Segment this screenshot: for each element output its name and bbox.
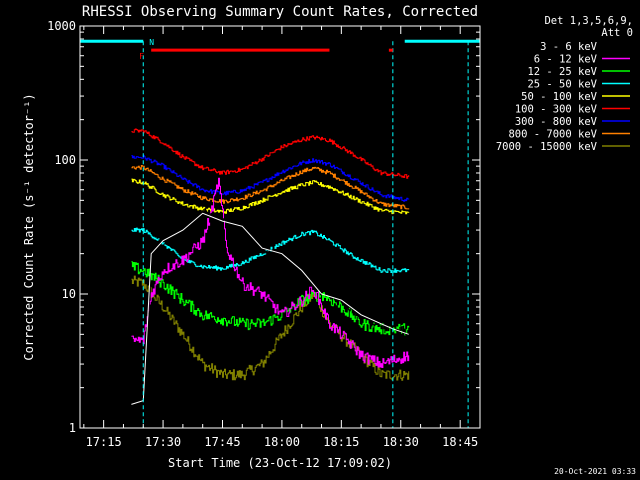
footer-date: 20-Oct-2021 03:33	[554, 467, 636, 476]
x-tick-label: 17:30	[145, 435, 181, 449]
legend-label: 6 - 12 keV	[534, 54, 598, 66]
x-tick-label: 18:15	[323, 435, 359, 449]
x-tick-label: 17:45	[204, 435, 240, 449]
status-bars: NF	[79, 38, 480, 428]
legend-label: 100 - 300 keV	[515, 104, 598, 116]
night-label: N	[149, 38, 154, 47]
y-tick-label: 100	[54, 153, 76, 167]
series-line-12-25keV	[131, 261, 410, 336]
y-tick-label: 1000	[47, 19, 76, 33]
axes: 1 10 100 1000 17:15 17:30 17:45 18:00 18:15 18:30…	[47, 19, 481, 449]
series-layer	[131, 128, 410, 409]
flare-label: F	[139, 52, 144, 61]
legend-label: 7000 - 15000 keV	[496, 141, 598, 153]
legend-label: 50 - 100 keV	[521, 91, 598, 103]
y-tick-label: 10	[62, 287, 76, 301]
y-axis-label: Corrected Count Rate (s⁻¹ detector⁻¹)	[22, 93, 36, 360]
series-line-300-800keV	[131, 154, 410, 202]
x-tick-label: 18:00	[264, 435, 300, 449]
plot-frame	[79, 25, 481, 429]
x-tick-label: 17:15	[86, 435, 122, 449]
legend-label: 12 - 25 keV	[527, 66, 597, 78]
legend-label: 3 - 6 keV	[540, 41, 598, 53]
y-tick-label: 1	[69, 421, 76, 435]
x-tick-label: 18:30	[383, 435, 419, 449]
series-line-3-6keV-trace	[131, 212, 409, 405]
series-line-100-300keV	[131, 128, 410, 179]
series-line-6-12keV	[131, 177, 410, 368]
series-line-3-6keV	[131, 208, 410, 409]
chart-title: RHESSI Observing Summary Count Rates, Co…	[82, 4, 478, 20]
series-line-50-100keV	[131, 178, 410, 215]
x-axis-label: Start Time (23-Oct-12 17:09:02)	[168, 456, 392, 470]
x-tick-label: 18:45	[442, 435, 478, 449]
series-line-800-7000keV	[131, 165, 410, 210]
legend-header-line-2: Att 0	[601, 27, 633, 39]
legend-header-line-1: Det 1,3,5,6,9,	[544, 15, 633, 27]
legend-label: 800 - 7000 keV	[508, 129, 597, 141]
legend-label: 25 - 50 keV	[527, 79, 597, 91]
legend-label: 300 - 800 keV	[515, 116, 598, 128]
